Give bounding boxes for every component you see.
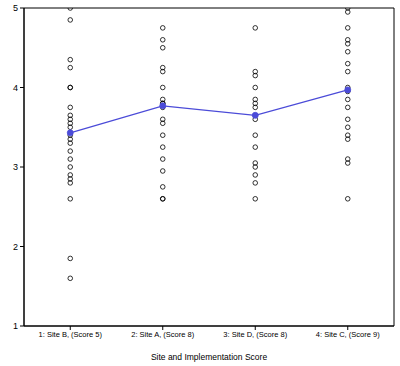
svg-text:3: 3 xyxy=(13,162,18,172)
svg-text:2: Site A, (Score 8): 2: Site A, (Score 8) xyxy=(131,330,194,339)
svg-text:Site and Implementation Score: Site and Implementation Score xyxy=(151,352,268,362)
svg-text:3: Site D, (Score 8): 3: Site D, (Score 8) xyxy=(223,330,287,339)
svg-text:4: 4 xyxy=(13,83,18,93)
svg-text:1: Site B, (Score 5): 1: Site B, (Score 5) xyxy=(39,330,103,339)
svg-text:4: Site C, (Score 9): 4: Site C, (Score 9) xyxy=(316,330,380,339)
svg-text:2: 2 xyxy=(13,242,18,252)
svg-text:1: 1 xyxy=(13,321,18,331)
svg-text:5: 5 xyxy=(13,3,18,13)
